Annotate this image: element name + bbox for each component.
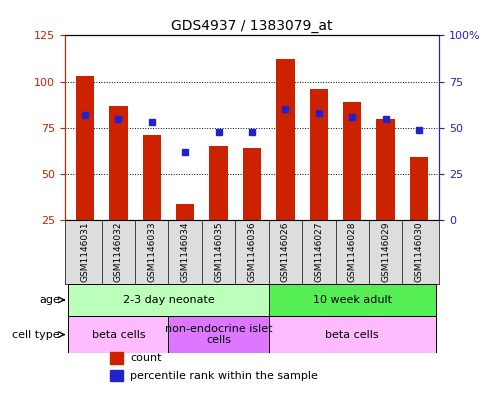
Bar (243, 148, 261, 220)
Bar (110, 370, 123, 381)
Text: beta cells: beta cells (91, 330, 145, 340)
Text: count: count (130, 353, 162, 363)
Bar (268, 284, 436, 316)
Text: percentile rank within the sample: percentile rank within the sample (130, 371, 318, 380)
Text: GSM1146034: GSM1146034 (181, 222, 190, 283)
Bar (68, 284, 268, 316)
Title: GDS4937 / 1383079_at: GDS4937 / 1383079_at (171, 19, 333, 33)
Bar (169, 316, 268, 353)
Bar (268, 316, 436, 353)
Text: GSM1146028: GSM1146028 (348, 222, 357, 283)
Text: beta cells: beta cells (325, 330, 379, 340)
Bar (109, 106, 128, 220)
Bar (376, 119, 395, 220)
Text: GSM1146032: GSM1146032 (114, 222, 123, 283)
Text: GSM1146027: GSM1146027 (314, 222, 323, 283)
Bar (210, 146, 228, 220)
Text: age: age (39, 295, 60, 305)
Text: GSM1146026: GSM1146026 (281, 222, 290, 283)
Text: GSM1146029: GSM1146029 (381, 222, 390, 283)
Bar (143, 135, 161, 220)
Bar (176, 204, 194, 220)
Text: GSM1146030: GSM1146030 (415, 222, 424, 283)
Text: GSM1146036: GSM1146036 (248, 222, 256, 283)
Text: GSM1146035: GSM1146035 (214, 222, 223, 283)
Text: GSM1146033: GSM1146033 (147, 222, 156, 283)
Text: 2-3 day neonate: 2-3 day neonate (123, 295, 215, 305)
Bar (310, 89, 328, 220)
Bar (276, 59, 294, 220)
Bar (68, 316, 169, 353)
Text: 10 week adult: 10 week adult (313, 295, 392, 305)
Bar (76, 76, 94, 220)
Text: non-endocrine islet
cells: non-endocrine islet cells (165, 324, 272, 345)
Bar (110, 353, 123, 364)
Bar (343, 102, 361, 220)
Text: GSM1146031: GSM1146031 (80, 222, 89, 283)
Bar (410, 158, 428, 220)
Text: cell type: cell type (12, 330, 60, 340)
